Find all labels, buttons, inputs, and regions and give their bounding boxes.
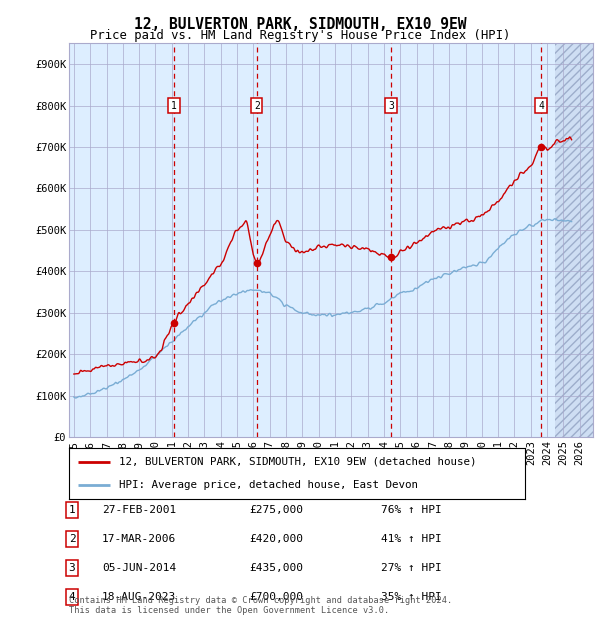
Text: 2: 2 bbox=[68, 534, 76, 544]
Text: 3: 3 bbox=[68, 563, 76, 573]
Text: 12, BULVERTON PARK, SIDMOUTH, EX10 9EW (detached house): 12, BULVERTON PARK, SIDMOUTH, EX10 9EW (… bbox=[119, 457, 476, 467]
Text: 27% ↑ HPI: 27% ↑ HPI bbox=[381, 563, 442, 573]
Text: 1: 1 bbox=[68, 505, 76, 515]
Text: 3: 3 bbox=[388, 100, 394, 110]
Text: 4: 4 bbox=[68, 592, 76, 602]
Text: 2: 2 bbox=[254, 100, 260, 110]
Text: 17-MAR-2006: 17-MAR-2006 bbox=[102, 534, 176, 544]
Text: £275,000: £275,000 bbox=[249, 505, 303, 515]
Text: 18-AUG-2023: 18-AUG-2023 bbox=[102, 592, 176, 602]
Text: 27-FEB-2001: 27-FEB-2001 bbox=[102, 505, 176, 515]
Text: £420,000: £420,000 bbox=[249, 534, 303, 544]
Text: 76% ↑ HPI: 76% ↑ HPI bbox=[381, 505, 442, 515]
Text: 12, BULVERTON PARK, SIDMOUTH, EX10 9EW: 12, BULVERTON PARK, SIDMOUTH, EX10 9EW bbox=[134, 17, 466, 32]
Text: £700,000: £700,000 bbox=[249, 592, 303, 602]
Text: 4: 4 bbox=[538, 100, 544, 110]
Text: Price paid vs. HM Land Registry's House Price Index (HPI): Price paid vs. HM Land Registry's House … bbox=[90, 29, 510, 42]
Text: £435,000: £435,000 bbox=[249, 563, 303, 573]
Bar bbox=[555, 43, 593, 437]
Text: 41% ↑ HPI: 41% ↑ HPI bbox=[381, 534, 442, 544]
Text: HPI: Average price, detached house, East Devon: HPI: Average price, detached house, East… bbox=[119, 480, 418, 490]
Text: 05-JUN-2014: 05-JUN-2014 bbox=[102, 563, 176, 573]
Text: 1: 1 bbox=[171, 100, 177, 110]
Text: Contains HM Land Registry data © Crown copyright and database right 2024.
This d: Contains HM Land Registry data © Crown c… bbox=[69, 596, 452, 615]
Text: 35% ↑ HPI: 35% ↑ HPI bbox=[381, 592, 442, 602]
